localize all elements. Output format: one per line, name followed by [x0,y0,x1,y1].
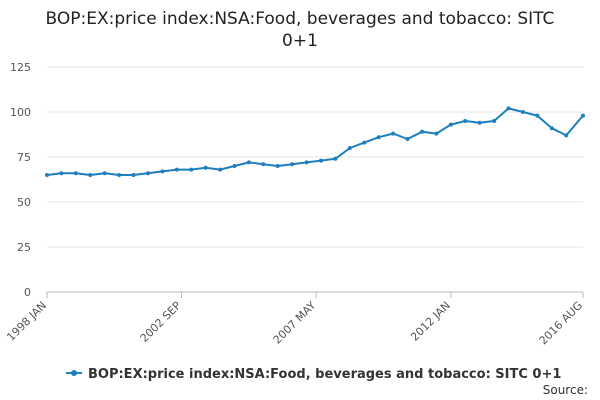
legend-marker-swatch [71,370,77,376]
chart-title-line-2: 0+1 [282,31,318,51]
data-point-0-6[interactable] [131,173,136,177]
x-tick-label-2002-: 2002 SEP [138,299,184,345]
y-axis-ticks: 0 25 50 75 100 125 [10,61,31,299]
data-point-0-26[interactable] [420,129,424,134]
y-tick-label-50: 50 [17,196,31,209]
data-point-0-15[interactable] [261,162,266,167]
data-point-0-27[interactable] [434,131,439,136]
data-point-0-29[interactable] [463,119,468,123]
data-point-0-4[interactable] [102,171,107,176]
data-point-0-36[interactable] [564,133,569,138]
data-point-0-3[interactable] [88,173,93,177]
data-point-0-37[interactable] [581,113,585,118]
data-point-0-9[interactable] [174,167,179,172]
data-point-0-24[interactable] [391,131,396,136]
data-point-0-23[interactable] [376,135,381,140]
x-axis: 1998 JAN 2002 SEP 2007 MAY 2012 JAN 2016 AUG [4,291,586,348]
y-tick-label-125: 125 [10,61,31,74]
data-point-0-17[interactable] [290,162,295,167]
data-point-0-28[interactable] [448,122,453,127]
series-line-0 [46,107,584,176]
data-point-0-22[interactable] [362,140,367,145]
data-point-0-32[interactable] [506,106,511,111]
data-point-0-11[interactable] [203,165,208,170]
x-tick-label-2016-: 2016 AUG [537,299,586,348]
gridlines [47,66,583,248]
data-point-0-34[interactable] [535,113,540,118]
data-point-0-25[interactable] [405,137,410,141]
data-point-0-30[interactable] [477,120,482,125]
data-point-0-13[interactable] [232,164,237,168]
data-point-0-5[interactable] [117,173,122,177]
y-tick-label-75: 75 [17,151,31,164]
data-point-0-0[interactable] [45,173,49,177]
data-point-0-18[interactable] [304,160,309,165]
data-point-0-31[interactable] [492,119,497,123]
data-point-0-35[interactable] [549,126,554,131]
data-point-0-16[interactable] [275,164,280,168]
data-point-0-10[interactable] [189,167,194,172]
x-tick-label-2012-: 2012 JAN [408,299,453,344]
data-point-0-20[interactable] [333,156,338,161]
legend-entry-label: BOP:EX:price index:NSA:Food, beverages a… [88,367,561,382]
data-point-0-1[interactable] [59,171,64,176]
chart-title: BOP:EX:price index:NSA:Food, beverages a… [46,9,555,51]
x-tick-label-1998-: 1998 JAN [4,299,49,344]
data-point-0-19[interactable] [319,158,323,163]
data-point-0-2[interactable] [73,171,78,176]
chart-title-line-1: BOP:EX:price index:NSA:Food, beverages a… [46,9,555,29]
x-tick-label-2007-: 2007 MAY [271,299,319,347]
data-point-0-33[interactable] [520,110,525,114]
y-tick-label-25: 25 [17,241,31,254]
y-tick-label-0: 0 [24,286,31,299]
data-point-0-8[interactable] [160,169,165,174]
data-point-0-7[interactable] [146,171,150,176]
data-point-0-21[interactable] [347,146,352,150]
legend[interactable]: BOP:EX:price index:NSA:Food, beverages a… [66,367,561,382]
series-group [45,106,585,177]
source-label: Source: [543,383,588,397]
y-tick-label-100: 100 [10,106,31,119]
data-point-0-14[interactable] [246,160,251,165]
data-point-0-12[interactable] [218,167,223,172]
